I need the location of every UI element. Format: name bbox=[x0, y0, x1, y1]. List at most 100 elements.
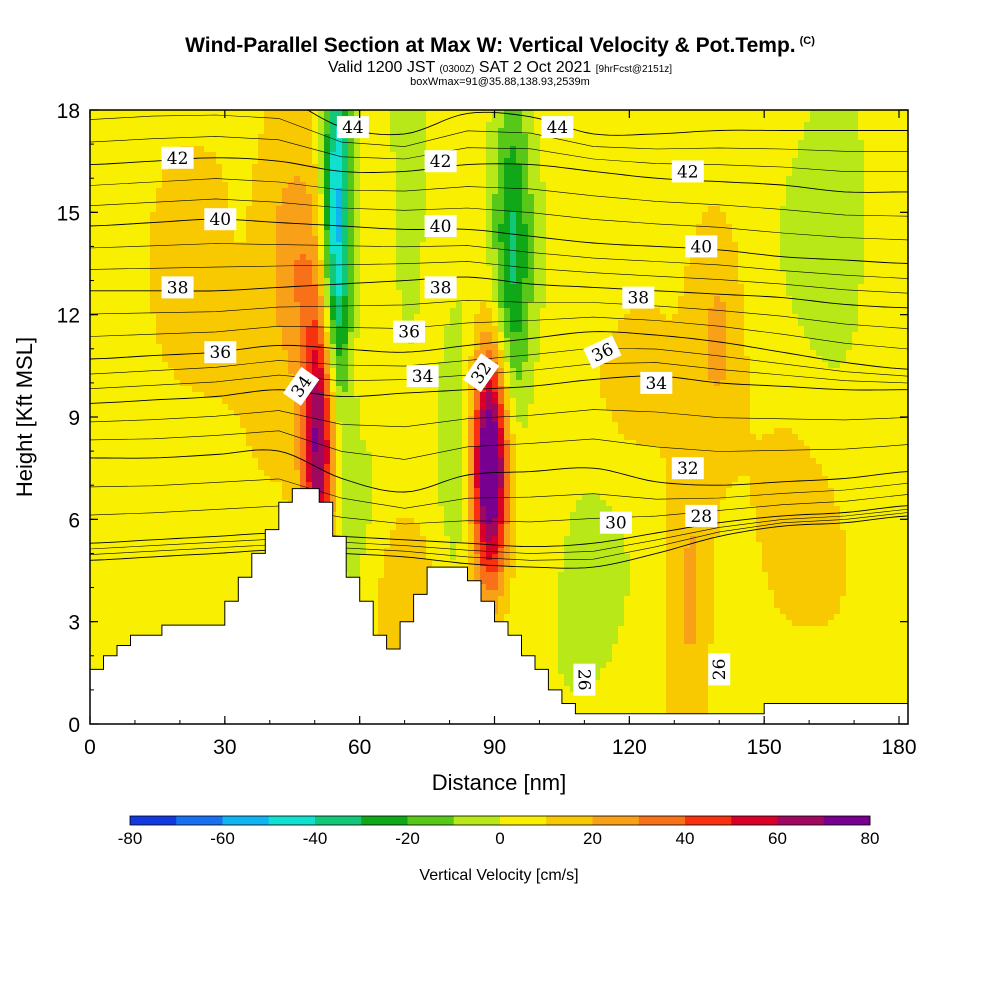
field-cell bbox=[462, 278, 469, 285]
field-cell bbox=[396, 176, 403, 183]
field-cell bbox=[114, 122, 121, 129]
field-cell bbox=[696, 134, 703, 141]
field-cell bbox=[504, 302, 511, 309]
field-cell bbox=[150, 134, 157, 141]
field-cell bbox=[714, 188, 721, 195]
field-cell bbox=[480, 320, 487, 327]
field-cell bbox=[360, 206, 367, 213]
field-cell bbox=[534, 116, 541, 123]
field-cell bbox=[114, 212, 121, 219]
field-cell bbox=[444, 110, 451, 117]
field-cell bbox=[402, 170, 409, 177]
field-cell bbox=[522, 176, 529, 183]
field-cell bbox=[510, 194, 517, 201]
field-cell bbox=[300, 302, 307, 309]
field-cell bbox=[654, 188, 661, 195]
field-cell bbox=[258, 110, 265, 117]
field-cell bbox=[738, 152, 745, 159]
field-cell bbox=[828, 164, 835, 171]
field-cell bbox=[456, 140, 463, 147]
field-cell bbox=[516, 188, 523, 195]
field-cell bbox=[330, 308, 337, 315]
field-cell bbox=[840, 230, 847, 237]
field-cell bbox=[756, 212, 763, 219]
field-cell bbox=[282, 242, 289, 249]
field-cell bbox=[486, 248, 493, 255]
field-cell bbox=[210, 158, 217, 165]
field-cell bbox=[282, 260, 289, 267]
field-cell bbox=[408, 116, 415, 123]
field-cell bbox=[114, 134, 121, 141]
field-cell bbox=[726, 146, 733, 153]
field-cell bbox=[426, 200, 433, 207]
field-cell bbox=[240, 206, 247, 213]
field-cell bbox=[222, 260, 229, 267]
field-cell bbox=[108, 224, 115, 231]
field-cell bbox=[720, 116, 727, 123]
field-cell bbox=[486, 242, 493, 249]
field-cell bbox=[192, 170, 199, 177]
field-cell bbox=[552, 230, 559, 237]
field-cell bbox=[894, 128, 901, 135]
field-cell bbox=[144, 248, 151, 255]
field-cell bbox=[786, 212, 793, 219]
field-cell bbox=[420, 236, 427, 243]
field-cell bbox=[354, 164, 361, 171]
field-cell bbox=[804, 206, 811, 213]
field-cell bbox=[366, 320, 373, 327]
field-cell bbox=[876, 206, 883, 213]
field-cell bbox=[450, 140, 457, 147]
field-cell bbox=[96, 326, 103, 333]
field-cell bbox=[600, 194, 607, 201]
field-cell bbox=[228, 242, 235, 249]
field-cell bbox=[738, 272, 745, 279]
field-cell bbox=[726, 122, 733, 129]
field-cell bbox=[732, 296, 739, 303]
field-cell bbox=[732, 266, 739, 273]
field-cell bbox=[144, 134, 151, 141]
field-cell bbox=[540, 188, 547, 195]
field-cell bbox=[102, 290, 109, 297]
field-cell bbox=[720, 284, 727, 291]
field-cell bbox=[660, 308, 667, 315]
field-cell bbox=[762, 248, 769, 255]
field-cell bbox=[366, 194, 373, 201]
field-cell bbox=[420, 206, 427, 213]
field-cell bbox=[318, 194, 325, 201]
field-cell bbox=[378, 110, 385, 117]
field-cell bbox=[600, 200, 607, 207]
field-cell bbox=[144, 242, 151, 249]
field-cell bbox=[510, 254, 517, 261]
field-cell bbox=[774, 278, 781, 285]
field-cell bbox=[288, 194, 295, 201]
field-cell bbox=[822, 128, 829, 135]
field-cell bbox=[750, 284, 757, 291]
field-cell bbox=[114, 278, 121, 285]
field-cell bbox=[774, 266, 781, 273]
field-cell bbox=[126, 284, 133, 291]
field-cell bbox=[282, 266, 289, 273]
field-cell bbox=[888, 110, 895, 117]
field-cell bbox=[564, 224, 571, 231]
field-cell bbox=[594, 158, 601, 165]
field-cell bbox=[594, 296, 601, 303]
field-cell bbox=[276, 278, 283, 285]
field-cell bbox=[804, 200, 811, 207]
field-cell bbox=[714, 200, 721, 207]
field-cell bbox=[294, 284, 301, 291]
field-cell bbox=[480, 242, 487, 249]
field-cell bbox=[720, 140, 727, 147]
field-cell bbox=[882, 302, 889, 309]
field-cell bbox=[186, 266, 193, 273]
field-cell bbox=[312, 110, 319, 117]
field-cell bbox=[732, 284, 739, 291]
field-cell bbox=[144, 314, 151, 321]
field-cell bbox=[504, 260, 511, 267]
field-cell bbox=[882, 182, 889, 189]
field-cell bbox=[210, 272, 217, 279]
field-cell bbox=[648, 242, 655, 249]
field-cell bbox=[744, 266, 751, 273]
field-cell bbox=[360, 242, 367, 249]
field-cell bbox=[300, 116, 307, 123]
field-cell bbox=[660, 248, 667, 255]
